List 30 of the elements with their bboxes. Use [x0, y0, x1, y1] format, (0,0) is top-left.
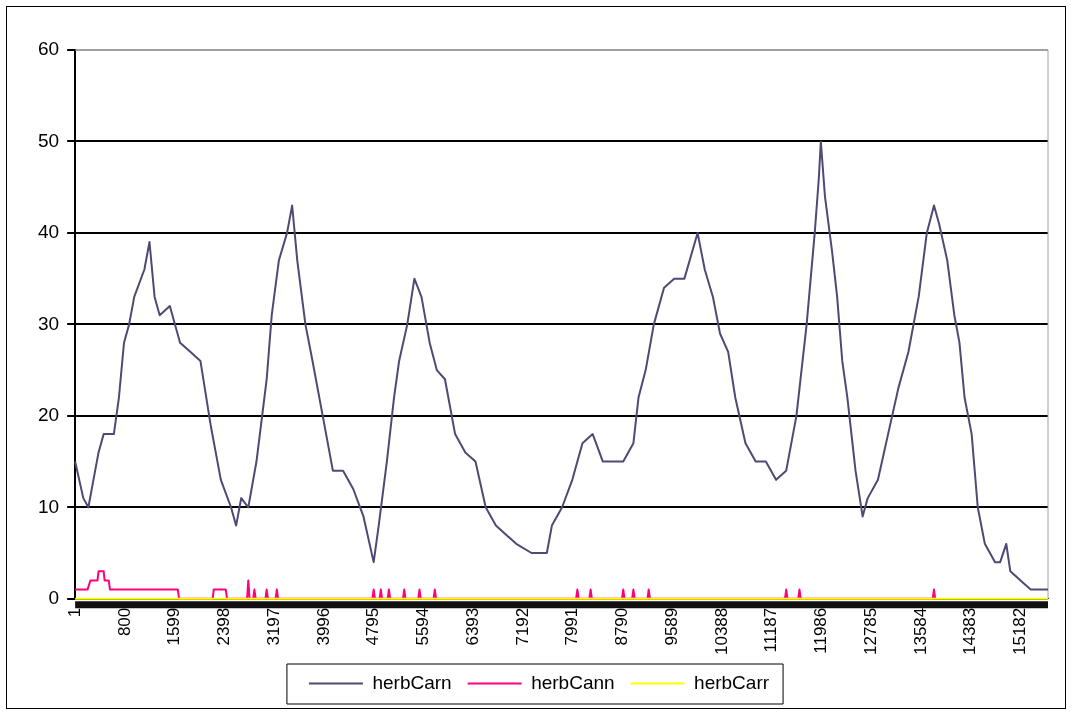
- y-tick-label: 10: [37, 495, 60, 517]
- x-tick-label: 7192: [512, 607, 532, 646]
- x-tick-label: 1599: [164, 607, 184, 646]
- x-tick-label: 13584: [910, 607, 930, 656]
- x-tick-label: 10388: [711, 607, 731, 656]
- x-tick-label: 6393: [462, 607, 482, 646]
- x-tick-label: 3197: [263, 607, 283, 646]
- legend-label: herbCarn: [372, 671, 452, 693]
- x-tick-label: 11187: [761, 607, 781, 653]
- x-tick-label: 8790: [612, 607, 632, 646]
- x-tick-label: 1: [64, 607, 84, 618]
- x-tick-label: 2398: [214, 607, 234, 646]
- x-tick-label: 4795: [363, 607, 383, 646]
- x-tick-label: 11986: [811, 607, 831, 654]
- x-tick-label: 14383: [960, 607, 980, 656]
- legend-label: herbCarr: [694, 671, 770, 693]
- y-tick-label: 30: [37, 312, 60, 334]
- x-tick-label: 5594: [413, 607, 433, 646]
- x-tick-label: 3996: [313, 607, 333, 646]
- x-tick-label: 9589: [661, 607, 681, 646]
- y-tick-label: 60: [37, 38, 60, 60]
- y-tick-label: 40: [37, 221, 60, 243]
- legend-label: herbCann: [531, 671, 615, 693]
- x-tick-label: 800: [114, 607, 134, 637]
- y-tick-label: 50: [37, 129, 60, 151]
- y-tick-label: 0: [48, 586, 60, 608]
- x-tick-label: 7991: [562, 607, 582, 646]
- y-tick-label: 20: [37, 404, 60, 426]
- x-tick-label: 12785: [860, 607, 880, 656]
- x-tick-label: 15182: [1010, 607, 1030, 656]
